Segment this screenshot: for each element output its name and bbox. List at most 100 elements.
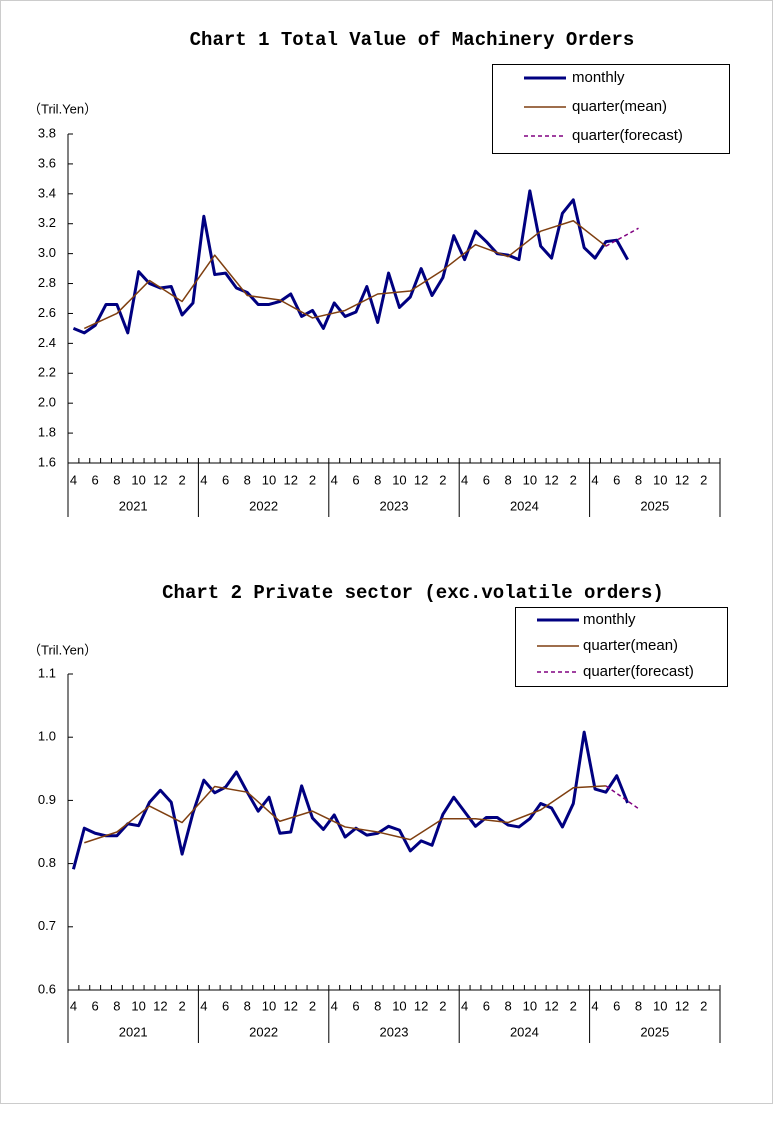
x-tick-label: 8: [635, 998, 642, 1013]
year-label: 2023: [380, 498, 409, 513]
x-tick-label: 2: [178, 472, 185, 487]
x-tick-label: 4: [70, 998, 77, 1013]
year-label: 2022: [249, 498, 278, 513]
x-tick-label: 4: [200, 998, 207, 1013]
x-tick-label: 4: [331, 472, 338, 487]
x-tick-label: 6: [483, 472, 490, 487]
y-tick-label: 2.4: [38, 335, 56, 350]
x-tick-label: 12: [414, 472, 428, 487]
y-tick-label: 3.0: [38, 245, 56, 260]
x-tick-label: 10: [392, 472, 406, 487]
x-tick-label: 8: [374, 472, 381, 487]
legend-label: quarter(forecast): [583, 663, 694, 680]
x-tick-label: 8: [374, 998, 381, 1013]
y-tick-label: 3.6: [38, 155, 56, 170]
x-tick-label: 6: [483, 998, 490, 1013]
x-tick-label: 4: [591, 472, 598, 487]
x-tick-label: 10: [653, 472, 667, 487]
year-label: 2021: [119, 1024, 148, 1039]
year-label: 2022: [249, 1024, 278, 1039]
legend-label: monthly: [583, 611, 636, 628]
x-tick-label: 6: [613, 472, 620, 487]
y-tick-label: 1.0: [38, 729, 56, 744]
y-tick-label: 1.8: [38, 425, 56, 440]
x-tick-label: 12: [153, 998, 167, 1013]
x-tick-label: 2: [439, 472, 446, 487]
series-line: [83, 219, 607, 330]
x-tick-label: 10: [523, 472, 537, 487]
x-tick-label: 6: [92, 472, 99, 487]
x-tick-label: 12: [284, 472, 298, 487]
x-tick-label: 12: [153, 472, 167, 487]
year-label: 2025: [640, 498, 669, 513]
year-label: 2024: [510, 498, 539, 513]
x-tick-label: 12: [414, 998, 428, 1013]
x-tick-label: 4: [591, 998, 598, 1013]
x-tick-label: 10: [131, 998, 145, 1013]
x-tick-label: 8: [244, 998, 251, 1013]
x-tick-label: 12: [675, 472, 689, 487]
legend-box: [492, 64, 730, 154]
x-tick-label: 4: [70, 472, 77, 487]
x-tick-label: 8: [113, 472, 120, 487]
year-label: 2025: [640, 1024, 669, 1039]
x-tick-label: 8: [635, 472, 642, 487]
y-tick-label: 0.6: [38, 981, 56, 996]
x-tick-label: 4: [200, 472, 207, 487]
legend-box: [515, 607, 728, 687]
year-label: 2023: [380, 1024, 409, 1039]
x-tick-label: 6: [352, 998, 359, 1013]
series-line: [605, 227, 639, 247]
x-tick-label: 2: [309, 998, 316, 1013]
x-tick-label: 6: [222, 998, 229, 1013]
x-tick-label: 2: [700, 998, 707, 1013]
y-tick-label: 2.8: [38, 275, 56, 290]
legend-label: quarter(mean): [583, 637, 678, 654]
x-tick-label: 2: [178, 998, 185, 1013]
y-tick-label: 1.6: [38, 454, 56, 469]
legend-label: quarter(mean): [572, 98, 667, 115]
x-tick-label: 4: [331, 998, 338, 1013]
page-border: [0, 0, 773, 1104]
x-tick-label: 6: [352, 472, 359, 487]
x-tick-label: 10: [262, 472, 276, 487]
x-tick-label: 10: [131, 472, 145, 487]
legend-label: monthly: [572, 69, 625, 86]
legend-label: quarter(forecast): [572, 127, 683, 144]
x-tick-label: 4: [461, 998, 468, 1013]
x-tick-label: 2: [570, 998, 577, 1013]
chart-title: Chart 1 Total Value of Machinery Orders: [190, 29, 635, 51]
y-tick-label: 2.0: [38, 395, 56, 410]
y-tick-label: 3.4: [38, 185, 56, 200]
y-tick-label: 2.2: [38, 365, 56, 380]
series-line: [71, 730, 630, 870]
x-tick-label: 12: [284, 998, 298, 1013]
y-tick-label: 3.8: [38, 125, 56, 140]
x-tick-label: 12: [544, 472, 558, 487]
x-tick-label: 6: [222, 472, 229, 487]
x-tick-label: 2: [570, 472, 577, 487]
year-label: 2021: [119, 498, 148, 513]
x-tick-label: 8: [244, 472, 251, 487]
x-tick-label: 8: [504, 472, 511, 487]
year-label: 2024: [510, 1024, 539, 1039]
x-tick-label: 12: [544, 998, 558, 1013]
x-tick-label: 2: [309, 472, 316, 487]
y-tick-label: 0.7: [38, 918, 56, 933]
y-axis-unit: （Tril.Yen）: [28, 642, 97, 657]
x-tick-label: 4: [461, 472, 468, 487]
series-line: [84, 785, 606, 844]
y-tick-label: 2.6: [38, 305, 56, 320]
chart-title: Chart 2 Private sector (exc.volatile ord…: [162, 582, 664, 604]
y-tick-label: 1.1: [38, 665, 56, 680]
x-tick-label: 6: [613, 998, 620, 1013]
y-tick-label: 3.2: [38, 215, 56, 230]
x-tick-label: 10: [392, 998, 406, 1013]
series-line: [72, 189, 629, 335]
x-tick-label: 2: [439, 998, 446, 1013]
x-tick-label: 10: [262, 998, 276, 1013]
x-tick-label: 2: [700, 472, 707, 487]
x-tick-label: 10: [523, 998, 537, 1013]
x-tick-label: 6: [92, 998, 99, 1013]
